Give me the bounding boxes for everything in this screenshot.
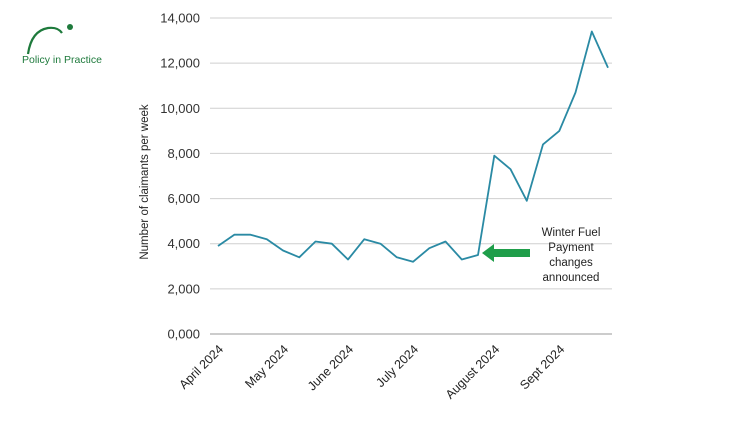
- y-tick-label: 14,000: [160, 11, 200, 26]
- y-tick-label: 0,000: [167, 327, 200, 342]
- x-tick-label: June 2024: [305, 342, 356, 393]
- annotation-text: Payment: [548, 242, 594, 254]
- x-tick-label: May 2024: [242, 342, 291, 391]
- annotation-text: announced: [543, 272, 600, 284]
- y-axis-ticks: 0,000 2,000 4,000 6,000 8,000 10,000 12,000 14,…: [160, 11, 200, 342]
- y-tick-label: 4,000: [167, 236, 200, 251]
- x-tick-label: April 2024: [176, 342, 226, 392]
- y-tick-label: 2,000: [167, 281, 200, 296]
- policy-in-practice-logo: Policy in Practice: [18, 20, 138, 70]
- y-tick-label: 6,000: [167, 191, 200, 206]
- y-tick-label: 8,000: [167, 146, 200, 161]
- x-tick-label: Sept 2024: [517, 342, 567, 392]
- y-tick-label: 10,000: [160, 101, 200, 116]
- annotation-text: Winter Fuel: [542, 227, 601, 239]
- annotation: Winter Fuel Payment changes announced: [482, 227, 600, 284]
- y-axis-label: Number of claimants per week: [139, 104, 151, 260]
- grid-lines: [210, 17, 612, 335]
- series-claimants: [217, 30, 609, 263]
- logo-mark-icon: [26, 24, 73, 55]
- x-tick-label: July 2024: [373, 342, 421, 390]
- x-tick-label: August 2024: [443, 342, 503, 402]
- logo-text: Policy in Practice: [22, 54, 102, 66]
- y-tick-label: 12,000: [160, 56, 200, 71]
- annotation-arrow-icon: [482, 244, 530, 262]
- annotation-text: changes: [549, 257, 593, 269]
- x-axis-ticks: April 2024 May 2024 June 2024 July 2024 Augu…: [176, 342, 567, 402]
